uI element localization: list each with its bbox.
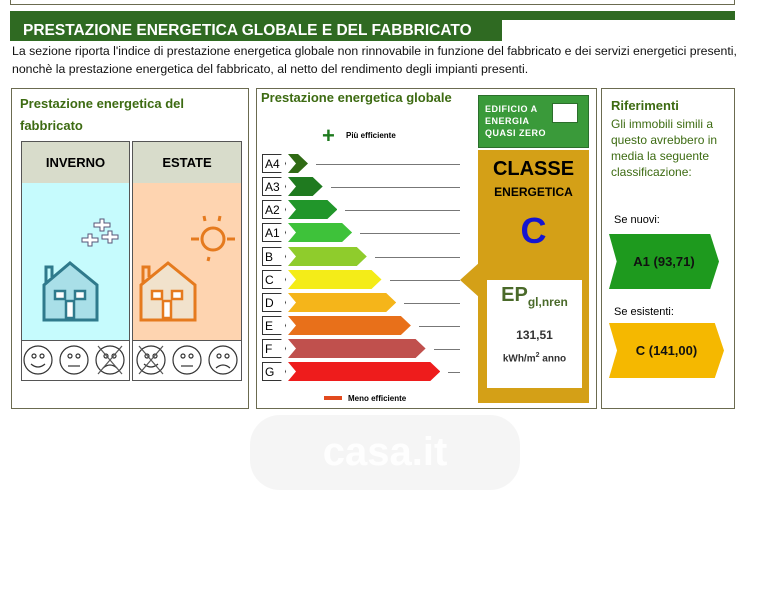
nzeb-checkbox <box>552 103 578 123</box>
watermark-logo: casa.it <box>250 415 520 490</box>
winter-rating-icons <box>22 340 129 385</box>
class-line <box>360 233 460 234</box>
class-bar-B <box>288 247 367 266</box>
class-label-A2: A2 <box>262 200 286 219</box>
class-column: CLASSE ENERGETICA C EPgl,nren 131,51 kWh… <box>478 150 589 403</box>
class-bar-A3 <box>288 177 323 196</box>
class-label-A1: A1 <box>262 223 286 242</box>
class-line <box>448 372 460 373</box>
new-label: Se nuovi: <box>614 214 660 226</box>
section-title: PRESTAZIONE ENERGETICA GLOBALE E DEL FAB… <box>10 20 502 41</box>
nzeb-label: EDIFICIO A ENERGIA QUASI ZERO <box>485 104 547 138</box>
section-bar <box>10 11 735 20</box>
class-label-E: E <box>262 316 286 335</box>
summer-rating-icons <box>133 340 241 385</box>
riferimenti-title: Riferimenti <box>611 98 679 113</box>
classe-label: CLASSE <box>492 158 575 180</box>
riferimenti-panel: Riferimenti Gli immobili simili a questo… <box>601 88 735 409</box>
existing-class-badge: C (141,00) <box>609 323 724 378</box>
winter-column: INVERNO <box>21 141 130 381</box>
fabbricato-title: Prestazione energetica del fabbricato <box>20 96 185 133</box>
class-bar-F <box>288 339 426 358</box>
class-line <box>330 187 460 188</box>
current-class-pointer-icon <box>460 262 480 298</box>
class-label-F: F <box>262 339 286 358</box>
minus-icon <box>324 396 342 400</box>
more-efficient-label: Più efficiente <box>346 131 396 140</box>
class-label-A4: A4 <box>262 154 286 173</box>
class-line <box>374 257 460 258</box>
class-bar-D <box>288 293 396 312</box>
class-label-C: C <box>262 270 286 289</box>
section-description: La sezione riporta l'indice di prestazio… <box>12 44 737 76</box>
class-line <box>433 349 460 350</box>
class-line <box>389 280 460 281</box>
summer-house-icon <box>133 183 241 341</box>
existing-label: Se esistenti: <box>614 306 674 318</box>
class-line <box>404 303 460 304</box>
class-label-B: B <box>262 247 286 266</box>
top-box <box>10 0 735 5</box>
ep-label: EPgl,nren <box>501 284 568 309</box>
class-line <box>345 210 460 211</box>
winter-house-icon <box>22 183 129 341</box>
globale-title: Prestazione energetica globale <box>261 90 452 105</box>
class-label-G: G <box>262 362 286 381</box>
current-class: C <box>520 210 547 251</box>
class-label-D: D <box>262 293 286 312</box>
class-bar-G <box>288 362 440 381</box>
plus-icon: + <box>322 123 335 148</box>
class-label-A3: A3 <box>262 177 286 196</box>
winter-header: INVERNO <box>22 142 129 184</box>
summer-column: ESTATE <box>132 141 242 381</box>
fabbricato-panel: Prestazione energetica del fabbricato IN… <box>11 88 249 409</box>
ep-value: 131,51 <box>516 328 553 342</box>
class-bar-C <box>288 270 382 289</box>
class-bar-E <box>288 316 411 335</box>
class-line <box>418 326 460 327</box>
less-efficient-label: Meno efficiente <box>348 394 407 403</box>
riferimenti-text: Gli immobili simili a questo avrebbero i… <box>611 117 718 179</box>
new-class-badge: A1 (93,71) <box>609 234 719 289</box>
class-bar-A4 <box>288 154 308 173</box>
class-bar-A2 <box>288 200 337 219</box>
summer-header: ESTATE <box>133 142 241 184</box>
energetica-label: ENERGETICA <box>494 185 573 199</box>
ep-unit: kWh/m2 anno <box>502 352 567 365</box>
nzeb-box: EDIFICIO A ENERGIA QUASI ZERO <box>478 95 589 148</box>
ep-box: EPgl,nren 131,51 kWh/m2 anno <box>487 280 582 388</box>
class-bar-A1 <box>288 223 352 242</box>
class-line <box>316 164 460 165</box>
